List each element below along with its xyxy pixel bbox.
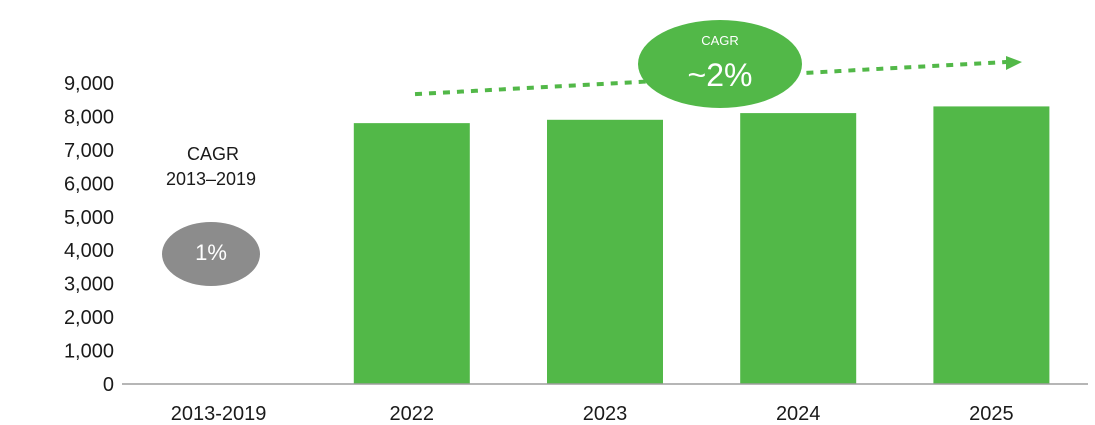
x-tick-label: 2022 [390, 403, 435, 425]
y-tick-label: 5,000 [64, 207, 114, 229]
x-tick-label: 2025 [969, 403, 1014, 425]
y-tick-label: 8,000 [64, 106, 114, 128]
bar-2024 [740, 113, 857, 384]
x-tick-label: 2023 [583, 403, 628, 425]
y-tick-label: 7,000 [64, 140, 114, 162]
forecast-cagr-badge [638, 20, 802, 108]
x-axis-ticks: 2013-2019 2022 2023 2024 2025 [171, 403, 1014, 425]
y-tick-label: 1,000 [64, 341, 114, 363]
x-tick-label: 2024 [776, 403, 821, 425]
historical-cagr-label-line1: CAGR [187, 144, 239, 164]
y-axis-ticks: 0 1,000 2,000 3,000 4,000 5,000 6,000 7,000 8,00… [64, 73, 114, 396]
y-tick-label: 3,000 [64, 274, 114, 296]
bar-2023 [547, 119, 663, 385]
bar-2022 [353, 123, 470, 384]
y-tick-label: 6,000 [64, 173, 114, 195]
bar-2025 [933, 106, 1050, 385]
trend-arrowhead-icon [1006, 56, 1022, 70]
historical-cagr-value: 1% [195, 240, 227, 265]
y-tick-label: 4,000 [64, 240, 114, 262]
historical-cagr-badge [162, 222, 260, 286]
y-tick-label: 0 [103, 374, 114, 396]
forecast-cagr-value: ~2% [688, 57, 753, 93]
forecast-cagr-label: CAGR [701, 33, 739, 48]
historical-cagr-label-line2: 2013–2019 [166, 169, 256, 189]
x-tick-label: 2013-2019 [171, 403, 267, 425]
bars [353, 106, 1050, 385]
y-tick-label: 9,000 [64, 73, 114, 95]
y-tick-label: 2,000 [64, 307, 114, 329]
